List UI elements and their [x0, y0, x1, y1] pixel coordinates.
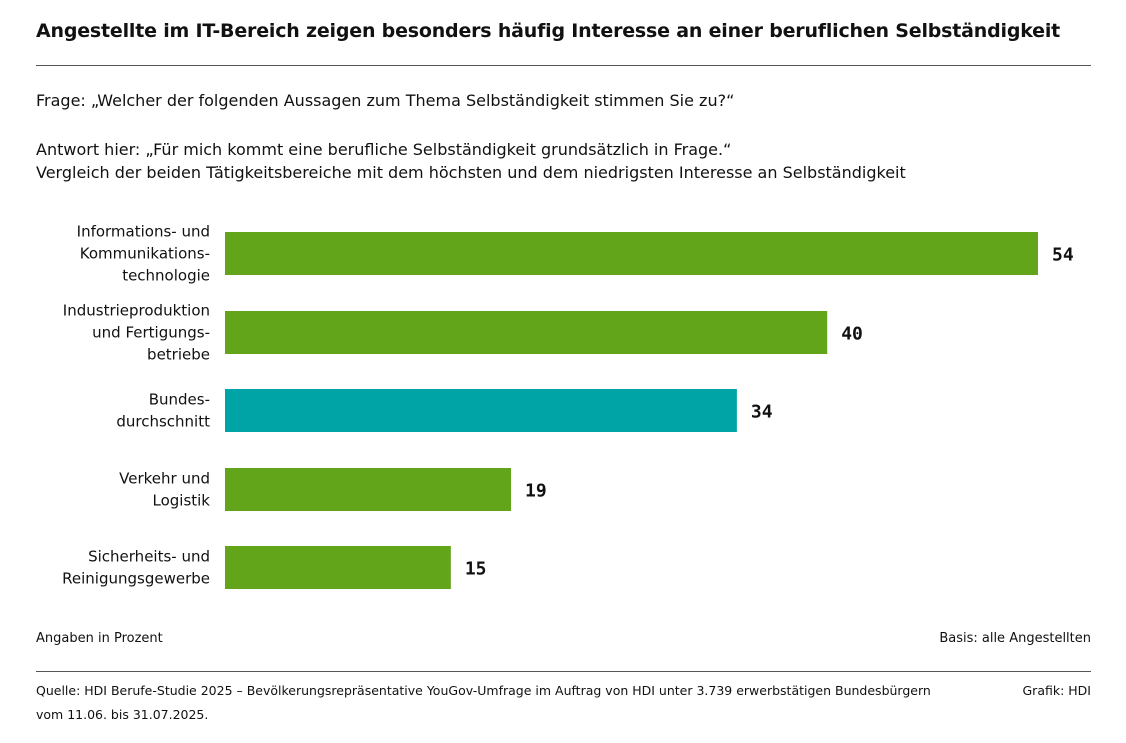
- category-label-0: Informations- und Kommunikations-technolo…: [77, 223, 210, 285]
- comparison-text: Vergleich der beiden Tätigkeitsbereiche …: [36, 163, 906, 182]
- bar-3: [225, 468, 512, 511]
- footer-divider: [36, 671, 1091, 672]
- category-label-4: Sicherheits- und Reinigungsgewerbe: [62, 548, 210, 588]
- bar-0: [225, 232, 1038, 275]
- bar-2: [225, 389, 737, 432]
- value-label-2: 34: [751, 402, 773, 423]
- basis-note: Basis: alle Angestellten: [939, 631, 1091, 646]
- source-line-2: vom 11.06. bis 31.07.2025.: [36, 707, 209, 722]
- source-line-1: Quelle: HDI Berufe-Studie 2025 – Bevölke…: [36, 683, 931, 698]
- question-text: Frage: „Welcher der folgenden Aussagen z…: [36, 91, 735, 110]
- bar-chart: 54 Informations- und Kommunikations-techno…: [62, 223, 1074, 589]
- bar-1: [225, 311, 828, 354]
- bar-4: [225, 546, 451, 589]
- answer-text: Antwort hier: „Für mich kommt eine beruf…: [36, 140, 732, 159]
- value-label-0: 54: [1052, 245, 1074, 266]
- value-label-4: 15: [465, 559, 487, 580]
- value-label-1: 40: [841, 324, 863, 345]
- value-label-3: 19: [525, 481, 547, 502]
- category-label-1: Industrieproduktion und Fertigungs-betrie…: [63, 302, 210, 364]
- category-label-2: Bundes-durchschnitt: [116, 391, 210, 431]
- graphic-credit: Grafik: HDI: [1022, 683, 1092, 698]
- chart-title: Angestellte im IT-Bereich zeigen besonde…: [36, 20, 1061, 42]
- unit-note: Angaben in Prozent: [36, 631, 163, 646]
- title-divider: [36, 65, 1091, 66]
- category-label-3: Verkehr und Logistik: [119, 470, 210, 510]
